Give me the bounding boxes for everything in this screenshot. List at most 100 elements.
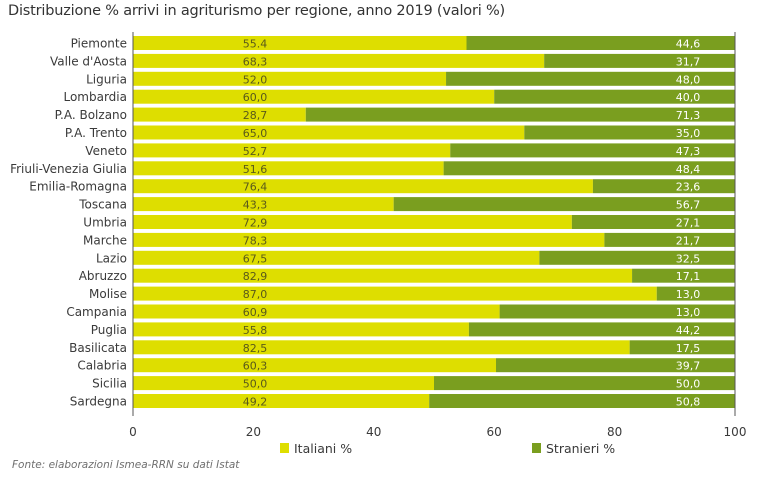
bar-stranieri (305, 107, 735, 122)
bar-italiani (133, 358, 497, 373)
bar-stranieri (539, 250, 735, 265)
bar-italiani (133, 161, 444, 176)
x-tick-label: 100 (724, 425, 747, 439)
bar-italiani (133, 107, 306, 122)
data-label-italiani: 52,7 (243, 145, 268, 158)
data-label-italiani: 60,3 (243, 360, 268, 373)
x-tick-label: 80 (607, 425, 622, 439)
bar-stranieri (450, 143, 735, 158)
data-label-stranieri: 27,1 (676, 217, 701, 230)
data-label-stranieri: 32,5 (676, 252, 701, 265)
category-label: Veneto (85, 144, 127, 158)
bar-italiani (133, 232, 605, 247)
category-label: Sardegna (70, 395, 127, 409)
legend-swatch-italiani (280, 443, 289, 453)
data-label-italiani: 72,9 (243, 217, 268, 230)
data-label-stranieri: 21,7 (676, 234, 701, 247)
bar-stranieri (446, 71, 735, 86)
data-label-italiani: 67,5 (243, 252, 268, 265)
bar-stranieri (393, 197, 735, 212)
category-label: Calabria (77, 359, 127, 373)
data-label-stranieri: 48,0 (676, 73, 701, 86)
data-label-italiani: 60,9 (243, 306, 268, 319)
data-label-stranieri: 44,2 (676, 324, 701, 337)
legend-swatch-stranieri (532, 443, 541, 453)
category-label: Toscana (78, 198, 127, 212)
source-note: Fonte: elaborazioni Ismea-RRN su dati Is… (12, 459, 240, 471)
bar-stranieri (604, 232, 735, 247)
x-tick-label: 60 (487, 425, 502, 439)
bar-stranieri (466, 36, 735, 50)
bar-stranieri (443, 161, 735, 176)
legend-label: Stranieri % (546, 441, 615, 456)
category-label: Valle d'Aosta (50, 54, 127, 68)
bar-italiani (133, 268, 633, 283)
category-label: Emilia-Romagna (29, 180, 127, 194)
bar-stranieri (429, 394, 735, 408)
x-tick-label: 40 (366, 425, 381, 439)
bar-stranieri (494, 89, 735, 104)
data-label-stranieri: 13,0 (676, 288, 701, 301)
bar-stranieri (632, 268, 735, 283)
bar-stranieri (592, 179, 735, 194)
data-label-italiani: 52,0 (243, 73, 268, 86)
data-label-stranieri: 39,7 (676, 360, 701, 373)
bar-italiani (133, 53, 545, 68)
bar-stranieri (629, 340, 735, 355)
data-label-stranieri: 48,4 (676, 163, 701, 176)
data-label-stranieri: 71,3 (676, 109, 701, 122)
data-label-italiani: 55,8 (243, 324, 268, 337)
bar-italiani (133, 143, 451, 158)
bar-italiani (133, 394, 430, 408)
data-label-italiani: 28,7 (243, 109, 268, 122)
data-label-italiani: 76,4 (243, 181, 268, 194)
bar-stranieri (524, 125, 735, 140)
bar-italiani (133, 125, 525, 140)
bar-italiani (133, 286, 657, 301)
bar-italiani (133, 36, 467, 50)
bar-italiani (133, 340, 630, 355)
category-label: Lazio (96, 251, 127, 265)
data-label-stranieri: 56,7 (676, 199, 701, 212)
category-label: Molise (89, 287, 127, 301)
data-label-italiani: 78,3 (243, 234, 268, 247)
bar-stranieri (544, 53, 735, 68)
bar-italiani (133, 215, 572, 229)
bar-italiani (133, 250, 540, 265)
category-label: Friuli-Venezia Giulia (10, 162, 127, 176)
data-label-italiani: 49,2 (243, 396, 268, 409)
category-label: Lombardia (63, 90, 127, 104)
data-label-italiani: 65,0 (243, 127, 268, 140)
data-label-stranieri: 47,3 (676, 145, 701, 158)
bar-stranieri (496, 358, 735, 373)
data-label-stranieri: 40,0 (676, 91, 701, 104)
category-label: Sicilia (92, 377, 127, 391)
data-label-italiani: 55.4 (243, 38, 268, 51)
category-label: Liguria (86, 72, 127, 86)
category-label: Puglia (91, 323, 127, 337)
x-tick-label: 20 (246, 425, 261, 439)
data-label-italiani: 51,6 (243, 163, 268, 176)
bar-italiani (133, 376, 434, 391)
data-label-italiani: 50,0 (243, 378, 268, 391)
data-label-stranieri: 31,7 (676, 55, 701, 68)
bar-italiani (133, 322, 469, 337)
data-label-italiani: 60,0 (243, 91, 268, 104)
data-label-italiani: 82,9 (243, 270, 268, 283)
category-label: Marche (83, 233, 127, 247)
category-label: Abruzzo (79, 269, 127, 283)
data-label-stranieri: 50,8 (676, 396, 701, 409)
data-label-stranieri: 17,5 (676, 342, 701, 355)
category-label: Piemonte (71, 37, 127, 51)
bar-stranieri (468, 322, 735, 337)
data-label-italiani: 43,3 (243, 199, 268, 212)
category-label: Umbria (83, 216, 127, 230)
category-label: P.A. Trento (65, 126, 127, 140)
data-label-italiani: 82,5 (243, 342, 268, 355)
legend-label: Italiani % (294, 441, 352, 456)
category-label: Basilicata (69, 341, 127, 355)
bar-italiani (133, 197, 394, 212)
bar-italiani (133, 71, 447, 86)
data-label-italiani: 87,0 (243, 288, 268, 301)
